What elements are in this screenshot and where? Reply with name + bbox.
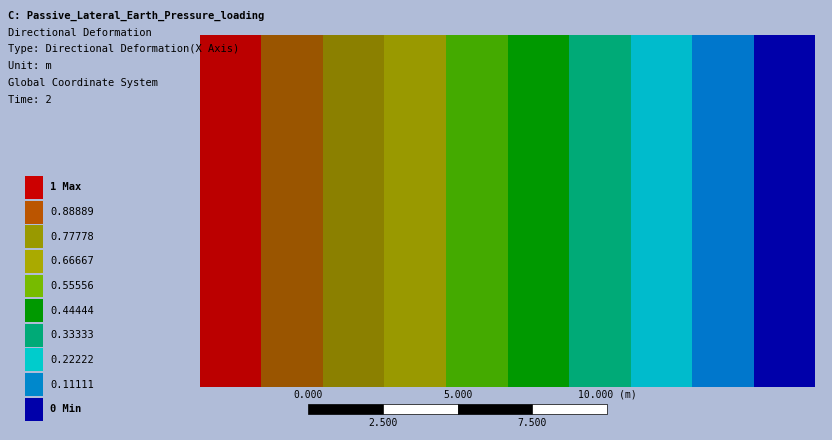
Text: 0.44444: 0.44444 [50,306,94,315]
Text: Unit: m: Unit: m [8,61,52,71]
Text: Time: 2: Time: 2 [8,95,52,105]
Bar [323,35,384,387]
Bar [508,35,569,387]
Text: 0.11111: 0.11111 [50,380,94,389]
Text: 10.000 (m): 10.000 (m) [578,390,636,400]
Bar [458,404,532,414]
Text: 2.500: 2.500 [368,418,398,429]
Text: Type: Directional Deformation(X Axis): Type: Directional Deformation(X Axis) [8,44,240,55]
Text: 0.33333: 0.33333 [50,330,94,340]
Text: Global Coordinate System: Global Coordinate System [8,78,158,88]
Bar [631,35,692,387]
Text: 0.88889: 0.88889 [50,207,94,217]
Bar [384,35,446,387]
Text: 0.77778: 0.77778 [50,232,94,242]
Text: 1 Max: 1 Max [50,183,82,192]
Text: 7.500: 7.500 [518,418,547,429]
Bar [692,35,754,387]
Text: 0.66667: 0.66667 [50,257,94,266]
Text: 0.22222: 0.22222 [50,355,94,365]
Text: 0 Min: 0 Min [50,404,82,414]
Bar [261,35,323,387]
Bar [754,35,815,387]
Bar [569,35,631,387]
Text: 0.55556: 0.55556 [50,281,94,291]
Bar [308,404,383,414]
Text: 5.000: 5.000 [443,390,473,400]
Text: 0.000: 0.000 [293,390,323,400]
Bar [200,35,261,387]
Bar [532,404,607,414]
Bar [446,35,508,387]
Text: Directional Deformation: Directional Deformation [8,28,152,38]
Text: C: Passive_Lateral_Earth_Pressure_loading: C: Passive_Lateral_Earth_Pressure_loadin… [8,11,265,21]
Bar [383,404,458,414]
